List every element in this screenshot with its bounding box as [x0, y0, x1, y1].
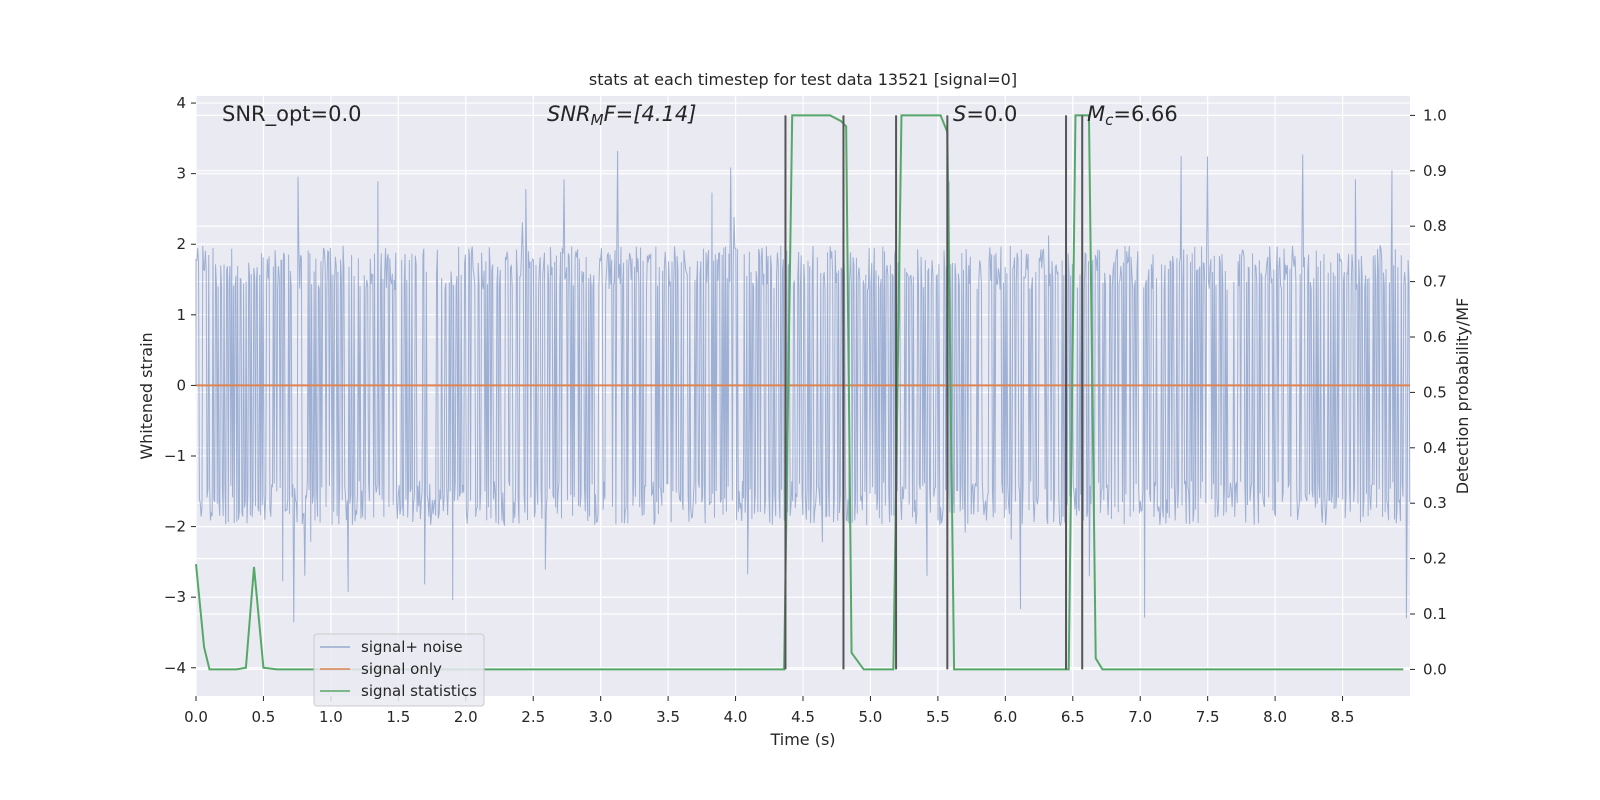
- y-tick-label: −3: [164, 588, 186, 606]
- y2-tick-label: 0.6: [1423, 328, 1447, 346]
- legend-label-noise: signal+ noise: [361, 638, 463, 656]
- y2-axis-ticks: 1.0 0.9 0.8 0.7 0.6 0.5 0.4 0.3 0.2 0.1 0.0: [1410, 106, 1447, 678]
- y-tick-label: 3: [176, 165, 186, 183]
- annotation-s: S=0.0: [953, 102, 1017, 126]
- series-signal-noise: [195, 150, 1411, 623]
- x-tick-label: 3.5: [656, 708, 680, 726]
- y-tick-label: −4: [164, 659, 186, 677]
- legend: signal+ noise signal only signal statist…: [313, 633, 485, 707]
- y2-tick-label: 0.2: [1423, 550, 1447, 568]
- y2-tick-label: 0.9: [1423, 162, 1447, 180]
- x-axis-ticks: 0.0 0.5 1.0 1.5 2.0 2.5 3.0 3.5 4.0 4.5 5.0 5.5 6.0 6…: [184, 696, 1354, 726]
- y-tick-label: 0: [176, 376, 186, 394]
- x-tick-label: 6.5: [1061, 708, 1085, 726]
- x-tick-label: 0.5: [252, 708, 276, 726]
- annotation-snr-mf: SNRMF=[4.14]: [547, 102, 696, 129]
- y-tick-label: 1: [176, 306, 186, 324]
- x-tick-label: 3.0: [589, 708, 613, 726]
- x-tick-label: 4.5: [791, 708, 815, 726]
- x-tick-label: 7.0: [1128, 708, 1152, 726]
- x-tick-label: 1.5: [386, 708, 410, 726]
- chart-title: stats at each timestep for test data 135…: [589, 70, 1017, 89]
- x-tick-label: 6.0: [993, 708, 1017, 726]
- y-tick-label: 4: [176, 94, 186, 112]
- y2-axis-label: Detection probability/MF: [1453, 298, 1472, 495]
- x-tick-label: 5.0: [859, 708, 883, 726]
- y2-tick-label: 0.7: [1423, 273, 1447, 291]
- x-tick-label: 0.0: [184, 708, 208, 726]
- annotation-snr-opt: SNR_opt=0.0: [222, 102, 362, 127]
- x-tick-label: 8.0: [1263, 708, 1287, 726]
- y2-tick-label: 0.0: [1423, 660, 1447, 678]
- y-tick-label: 2: [176, 235, 186, 253]
- y-axis-label: Whitened strain: [137, 332, 156, 459]
- y2-tick-label: 0.8: [1423, 217, 1447, 235]
- line-series: [195, 114, 1410, 671]
- y2-tick-label: 0.4: [1423, 439, 1447, 457]
- x-tick-label: 2.5: [521, 708, 545, 726]
- y-axis-ticks: 4 3 2 1 0 −1 −2 −3 −4: [164, 94, 196, 677]
- y-tick-label: −2: [164, 518, 186, 536]
- marker-lines: [784, 115, 1084, 670]
- legend-box: [313, 633, 485, 707]
- x-tick-label: 2.0: [454, 708, 478, 726]
- legend-label-signal: signal only: [361, 660, 442, 678]
- legend-label-stats: signal statistics: [361, 682, 477, 700]
- y-tick-label: −1: [164, 447, 186, 465]
- x-tick-label: 7.5: [1196, 708, 1220, 726]
- x-tick-label: 1.0: [319, 708, 343, 726]
- y2-tick-label: 1.0: [1423, 106, 1447, 124]
- series-signal-statistics: [195, 114, 1404, 671]
- noise-series: [195, 150, 1411, 623]
- annotation-mc: Mc=6.66: [1087, 102, 1178, 129]
- x-tick-label: 5.5: [926, 708, 950, 726]
- x-tick-label: 4.0: [724, 708, 748, 726]
- y2-tick-label: 0.1: [1423, 605, 1447, 623]
- x-axis-label: Time (s): [769, 730, 835, 749]
- y2-tick-label: 0.5: [1423, 383, 1447, 401]
- x-tick-label: 8.5: [1331, 708, 1355, 726]
- y2-tick-label: 0.3: [1423, 494, 1447, 512]
